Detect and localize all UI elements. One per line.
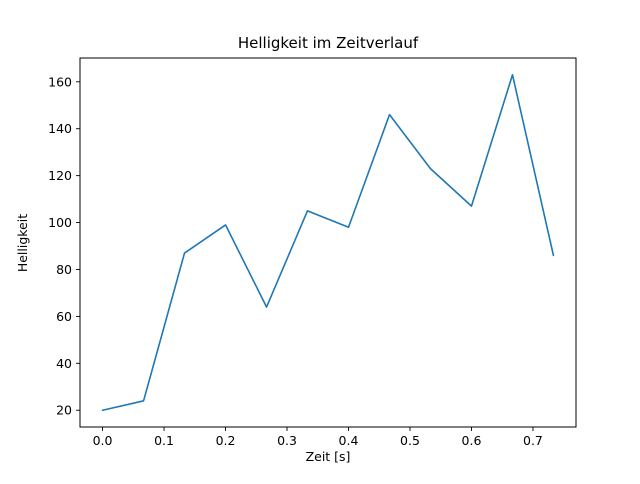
x-tick-label: 0.7 [523,433,543,448]
axes-spines [79,57,577,428]
y-tick-label: 120 [48,168,72,183]
data-series-line [101,73,555,412]
x-tick-label: 0.2 [216,433,236,448]
x-axis-label: Zeit [s] [306,449,351,464]
plot-content: 0.0 0.1 0.2 0.3 0.4 0.5 0.6 0.7 20 40 60 80 100 120 14… [48,57,577,448]
y-tick-label: 140 [48,121,72,136]
x-tick-label: 0.6 [462,433,482,448]
x-tick-label: 0.3 [277,433,297,448]
y-tick-label: 40 [56,356,72,371]
y-axis-label: Helligkeit [15,214,30,272]
x-tick-label: 0.1 [154,433,174,448]
y-tick-label: 20 [56,403,72,418]
x-tick-label: 0.4 [339,433,359,448]
x-tick-label: 0.0 [93,433,113,448]
y-tick-label: 100 [48,215,72,230]
y-tick-label: 80 [56,262,72,277]
y-tick-label: 60 [56,309,72,324]
y-tick-label: 160 [48,74,72,89]
chart-title: Helligkeit im Zeitverlauf [238,34,419,52]
x-tick-label: 0.5 [400,433,420,448]
